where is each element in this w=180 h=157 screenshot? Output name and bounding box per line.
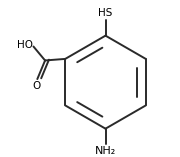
Text: NH₂: NH₂ [95, 146, 116, 156]
Text: HS: HS [98, 8, 113, 18]
Text: HO: HO [17, 40, 33, 50]
Text: O: O [32, 81, 41, 91]
